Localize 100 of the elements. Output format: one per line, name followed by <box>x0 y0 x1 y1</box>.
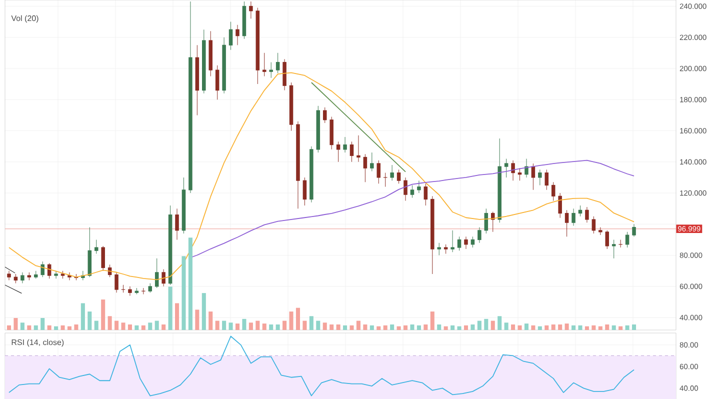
bar <box>34 325 38 330</box>
bar <box>195 310 200 330</box>
bar <box>121 322 126 330</box>
bar <box>54 326 58 330</box>
candlestick <box>322 107 327 124</box>
candlestick <box>262 52 266 77</box>
candlestick <box>114 272 118 293</box>
bar <box>625 325 630 330</box>
bar <box>276 324 280 330</box>
candlestick <box>511 160 515 181</box>
bar <box>544 325 549 330</box>
candlestick <box>383 172 388 188</box>
bar <box>101 300 106 330</box>
bar <box>558 324 562 330</box>
bar <box>612 325 616 330</box>
candlestick <box>363 154 368 182</box>
candlestick <box>490 211 495 232</box>
bar <box>208 312 213 330</box>
candlestick <box>464 236 468 250</box>
bar <box>94 320 98 330</box>
bar <box>551 324 556 330</box>
bar <box>564 324 569 330</box>
bar <box>470 324 475 330</box>
bar <box>396 326 401 330</box>
bar <box>282 320 287 330</box>
bar <box>148 322 152 330</box>
candlestick <box>228 22 233 50</box>
bar <box>154 320 159 330</box>
candlestick <box>269 62 273 78</box>
bar <box>592 325 596 330</box>
candlestick <box>350 141 354 162</box>
candlestick <box>7 270 11 280</box>
bar <box>141 325 146 330</box>
bar <box>6 325 12 330</box>
bar <box>47 325 52 330</box>
bar <box>336 324 340 330</box>
candlestick <box>478 227 482 244</box>
candlestick <box>592 216 596 234</box>
bar <box>477 320 482 330</box>
bar <box>403 325 408 330</box>
candlestick <box>370 152 374 172</box>
bar <box>457 326 462 330</box>
candlestick <box>457 236 462 251</box>
bar <box>248 322 253 330</box>
candlestick <box>605 230 610 250</box>
bar <box>444 326 448 330</box>
candlestick <box>424 183 428 206</box>
candlestick <box>54 270 58 279</box>
bar <box>511 324 516 330</box>
candlestick <box>444 244 448 254</box>
bar <box>572 325 576 330</box>
bar <box>289 312 294 330</box>
bar <box>376 326 381 330</box>
bar <box>296 308 300 330</box>
candlestick <box>20 272 24 284</box>
bar <box>162 324 166 330</box>
bar <box>67 326 72 330</box>
bar <box>632 324 636 330</box>
bar <box>464 325 468 330</box>
bar <box>322 322 327 330</box>
candlestick <box>572 208 576 226</box>
bar <box>14 318 18 330</box>
candlestick <box>276 52 280 74</box>
bar <box>524 324 528 330</box>
bar <box>228 322 233 330</box>
text: RSI (14, close) <box>12 339 64 347</box>
candlestick <box>148 283 152 293</box>
bar <box>370 325 374 330</box>
candlestick <box>162 269 166 287</box>
bar <box>175 303 180 330</box>
bar <box>430 312 434 330</box>
candlestick <box>524 158 528 178</box>
bar <box>383 325 388 330</box>
bar <box>363 324 368 330</box>
bar <box>484 318 488 330</box>
bar <box>538 326 542 330</box>
bar <box>182 256 186 330</box>
candlestick <box>101 246 105 272</box>
candlestick <box>538 169 542 186</box>
bar <box>316 320 320 330</box>
bar <box>235 324 240 330</box>
candlestick <box>302 177 307 206</box>
candlestick <box>356 135 360 162</box>
bar <box>80 303 85 330</box>
bar <box>202 293 206 330</box>
bar <box>114 320 119 330</box>
bar <box>343 325 348 330</box>
bar <box>578 325 582 330</box>
bar <box>598 326 602 330</box>
candlestick <box>417 180 421 194</box>
bar <box>242 318 246 330</box>
candlestick <box>249 1 253 19</box>
bar <box>416 325 421 330</box>
bar <box>498 316 502 330</box>
candlestick <box>585 206 589 223</box>
bar <box>584 326 589 330</box>
chart-title: Vol (20) <box>11 15 38 23</box>
candlestick <box>128 286 132 296</box>
bar <box>108 316 112 330</box>
bar <box>518 325 522 330</box>
